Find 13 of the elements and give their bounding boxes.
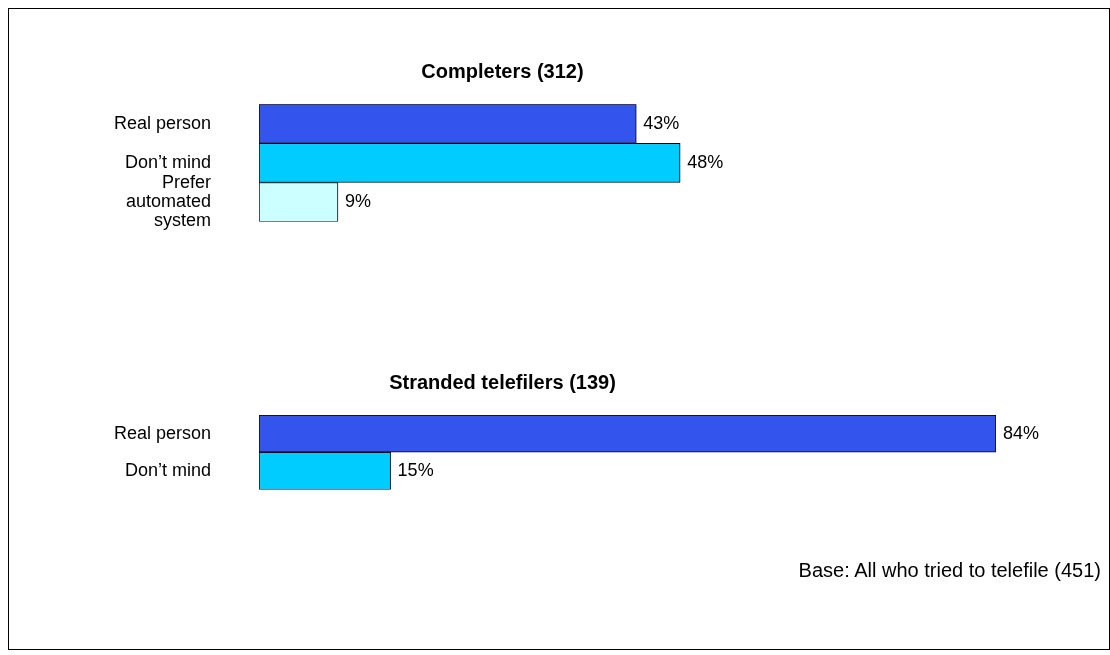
y-tick-label: Real person bbox=[113, 112, 211, 133]
data-label: 43% bbox=[643, 112, 680, 133]
text: Base: All who tried to telefile (451) bbox=[798, 559, 1101, 582]
y-tick-label: Prefer automated system bbox=[125, 172, 211, 230]
y-tick-label: Don’t mind bbox=[124, 459, 211, 480]
data-label: 48% bbox=[687, 151, 724, 172]
chart-title: Completers (312) bbox=[421, 59, 584, 82]
data-label: 15% bbox=[397, 459, 434, 480]
y-tick-label: Real person bbox=[113, 422, 211, 443]
data-label: 84% bbox=[1003, 422, 1040, 443]
y-tick-label: Don’t mind bbox=[124, 151, 211, 172]
chart-title: Stranded telefilers (139) bbox=[389, 370, 616, 393]
data-label: 9% bbox=[344, 190, 371, 211]
